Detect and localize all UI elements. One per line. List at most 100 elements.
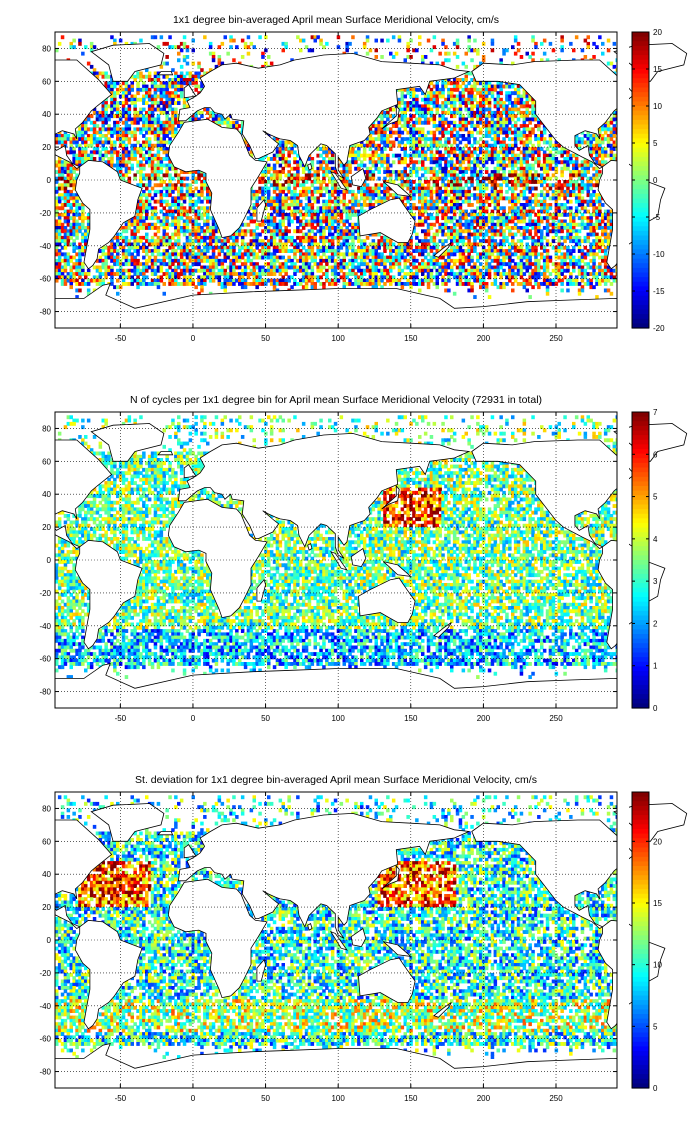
data-cell [168,81,172,86]
data-cell [156,74,161,79]
data-cell [147,114,152,119]
data-cell [130,87,134,92]
data-cell [496,140,500,145]
data-cell [348,41,352,46]
data-cell [479,91,483,96]
data-cell [487,104,492,109]
data-cell [432,35,437,40]
data-cell [168,45,172,50]
data-cell [464,78,468,82]
data-cell [194,84,198,89]
data-cell [484,114,489,119]
data-cell [127,91,132,96]
data-cell [124,229,129,234]
data-cell [519,124,524,128]
data-cell [133,101,137,105]
data-cell [246,143,251,148]
data-cell [104,110,108,115]
data-cell [168,130,172,135]
data-cell [101,114,105,119]
data-cell [368,143,373,148]
data-cell [200,84,204,89]
data-cell [197,117,201,122]
data-cell [479,94,483,99]
data-cell [516,48,521,53]
data-cell [508,84,512,89]
data-cell [159,107,164,112]
data-cell [380,130,384,135]
data-cell [452,51,457,56]
data-cell [525,137,529,142]
data-cell [307,48,312,53]
data-cell [150,94,155,99]
data-cell [458,114,463,119]
data-cell [55,137,59,142]
data-cell [609,61,614,66]
data-cell [174,74,178,79]
data-cell [133,110,137,115]
data-cell [484,160,489,165]
data-cell [84,143,88,148]
data-cell [473,127,477,132]
data-cell [429,94,434,99]
data-cell [450,134,454,138]
data-cell [368,48,373,53]
data-cell [525,127,529,132]
data-cell [444,117,448,122]
data-cell [121,94,126,99]
data-cell [371,140,376,145]
data-cell [409,101,413,105]
data-cell [156,137,161,142]
data-cell [113,143,117,148]
data-cell [101,74,105,79]
data-cell [473,110,477,115]
data-cell [493,127,498,132]
data-cell [118,134,123,138]
data-cell [121,140,126,145]
data-cell [171,117,175,122]
data-cell [493,87,498,92]
data-cell [116,134,120,138]
data-cell [432,94,437,99]
data-cell [165,94,169,99]
data-cell [444,101,448,105]
data-cell [429,137,434,142]
data-cell [171,94,175,99]
data-cell [145,120,149,125]
data-cell [95,74,100,79]
data-cell [281,48,285,53]
data-cell [162,81,166,86]
data-cell [136,127,140,132]
data-cell [496,81,500,86]
data-cell [487,101,492,105]
data-cell [612,114,617,119]
data-cell [118,110,123,115]
data-cell [452,81,457,86]
data-cell [467,38,471,43]
data-cell [528,117,532,122]
data-cell [389,147,393,151]
data-cell [208,110,213,115]
data-cell [174,94,178,99]
data-cell [133,117,137,122]
data-cell [229,120,233,125]
data-cell [142,74,146,79]
data-cell [86,143,91,148]
data-cell [145,68,149,73]
data-cell [92,71,97,76]
data-cell [368,134,373,138]
data-cell [110,78,114,82]
data-cell [490,48,495,53]
data-cell [476,110,480,115]
data-cell [319,41,323,46]
data-cell [130,101,134,105]
data-cell [159,97,164,102]
data-cell [438,51,442,56]
data-cell [476,104,480,109]
data-cell [121,127,126,132]
data-cell [162,107,166,112]
data-cell [548,134,553,138]
data-cell [406,117,410,122]
data-cell [423,94,428,99]
data-cell [511,104,515,109]
